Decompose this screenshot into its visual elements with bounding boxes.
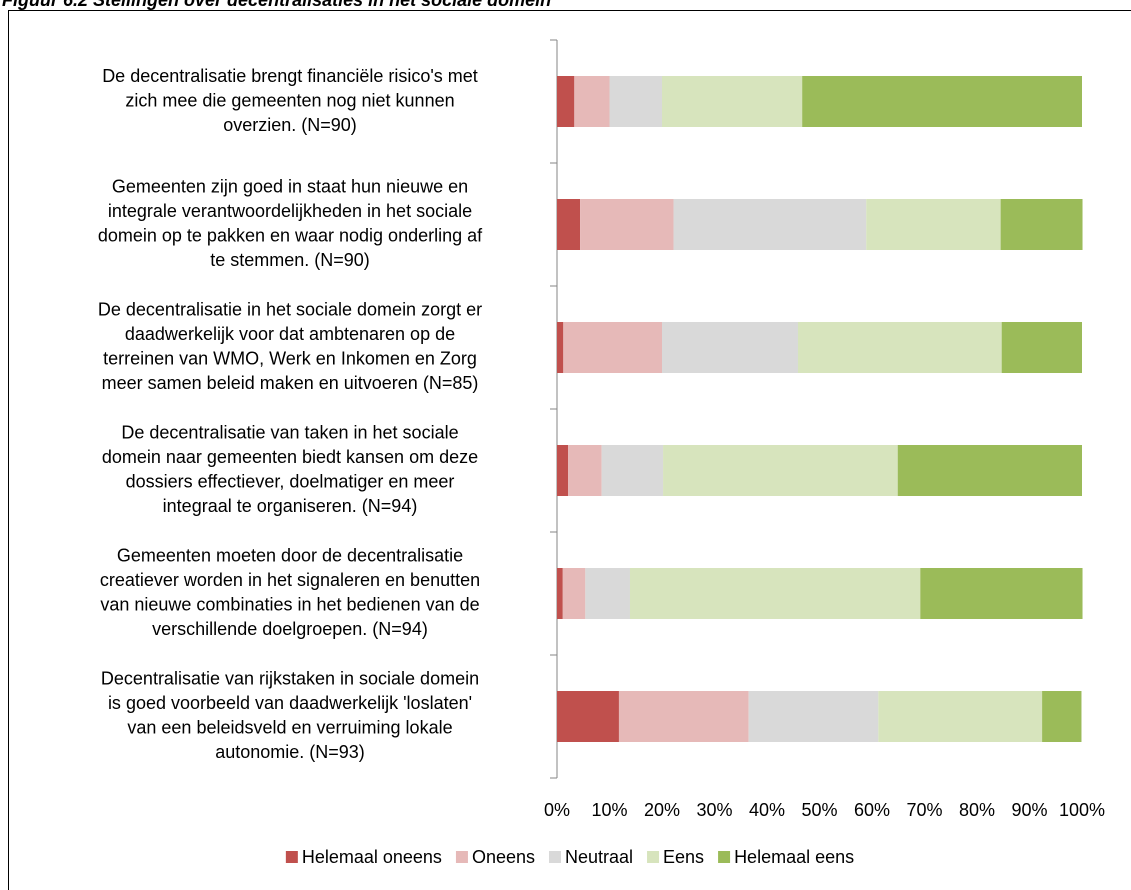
bar-segment [662, 76, 803, 127]
bar-segment [866, 199, 1001, 250]
legend-label: Helemaal eens [734, 847, 854, 867]
bar-segment [580, 199, 674, 250]
bar-segment [662, 322, 798, 373]
x-tick-label: 20% [644, 800, 680, 820]
category-label: overzien. (N=90) [223, 115, 357, 135]
bar-segment [897, 445, 1082, 496]
category-label: meer samen beleid maken en uitvoeren (N=… [102, 373, 479, 393]
bar-segment [878, 691, 1043, 742]
chart-title: Figuur 6.2 Stellingen over decentralisat… [2, 0, 551, 10]
category-label: van een beleidsveld en verruiming lokale [127, 718, 452, 738]
x-tick-label: 90% [1011, 800, 1047, 820]
x-tick-label: 30% [696, 800, 732, 820]
category-label: domein op te pakken en waar nodig onderl… [98, 226, 483, 246]
bar-segment [557, 691, 619, 742]
bar-segment [563, 322, 662, 373]
bar-segment [797, 322, 1002, 373]
category-label: terreinen van WMO, Werk en Inkomen en Zo… [103, 349, 477, 369]
bar-segment [557, 199, 581, 250]
x-tick-label: 40% [749, 800, 785, 820]
category-label: creatiever worden in het signaleren en b… [100, 570, 480, 590]
chart-border [8, 10, 1131, 890]
bar-segment [748, 691, 879, 742]
category-label: De decentralisatie van taken in het soci… [121, 423, 458, 443]
bar-segment [568, 445, 602, 496]
x-tick-label: 10% [591, 800, 627, 820]
bar-segment [618, 691, 749, 742]
x-tick-label: 60% [854, 800, 890, 820]
bar-segment [1001, 322, 1082, 373]
legend-swatch [548, 851, 561, 863]
legend-swatch [718, 851, 731, 863]
category-label: De decentralisatie brengt financiële ris… [102, 66, 478, 86]
category-label: Gemeenten moeten door de decentralisatie [117, 546, 463, 566]
category-label: verschillende doelgroepen. (N=94) [152, 619, 428, 639]
bar-segment [557, 445, 569, 496]
category-label: domein naar gemeenten biedt kansen om de… [102, 447, 478, 467]
x-tick-label: 70% [906, 800, 942, 820]
category-label: integrale verantwoordelijkheden in het s… [108, 201, 472, 221]
bar-segment [557, 568, 563, 619]
bar-segment [629, 568, 921, 619]
legend-label: Eens [663, 847, 704, 867]
bar-segment [802, 76, 1082, 127]
legend-label: Helemaal oneens [302, 847, 442, 867]
category-label: dossiers effectiever, doelmatiger en mee… [126, 472, 455, 492]
legend-swatch [647, 851, 660, 863]
category-label: daadwerkelijk voor dat ambtenaren op de [125, 324, 455, 344]
bar-segment [601, 445, 664, 496]
legend-label: Neutraal [565, 847, 633, 867]
category-label: van nieuwe combinaties in het bedienen v… [100, 595, 479, 615]
bar-segment [663, 445, 898, 496]
bar-segment [1000, 199, 1083, 250]
category-label: De decentralisatie in het sociale domein… [98, 300, 482, 320]
bar-segment [609, 76, 662, 127]
legend-swatch [455, 851, 468, 863]
x-tick-label: 80% [959, 800, 995, 820]
bar-segment [920, 568, 1083, 619]
bar-segment [1042, 691, 1082, 742]
category-label: Gemeenten zijn goed in staat hun nieuwe … [112, 177, 468, 197]
x-tick-label: 100% [1059, 800, 1105, 820]
bar-segment [673, 199, 867, 250]
category-label: integraal te organiseren. (N=94) [163, 496, 418, 516]
legend-label: Oneens [472, 847, 535, 867]
category-label: Decentralisatie van rijkstaken in social… [101, 669, 479, 689]
category-label: te stemmen. (N=90) [210, 250, 370, 270]
legend-swatch [285, 851, 298, 863]
bar-segment [574, 76, 610, 127]
x-tick-label: 50% [801, 800, 837, 820]
category-label: zich mee die gemeenten nog niet kunnen [125, 90, 454, 110]
bar-segment [585, 568, 630, 619]
x-tick-label: 0% [544, 800, 570, 820]
bar-segment [562, 568, 586, 619]
bar-segment [557, 322, 564, 373]
bar-segment [557, 76, 575, 127]
category-label: is goed voorbeeld van daadwerkelijk 'los… [108, 693, 472, 713]
category-label: autonomie. (N=93) [215, 742, 365, 762]
